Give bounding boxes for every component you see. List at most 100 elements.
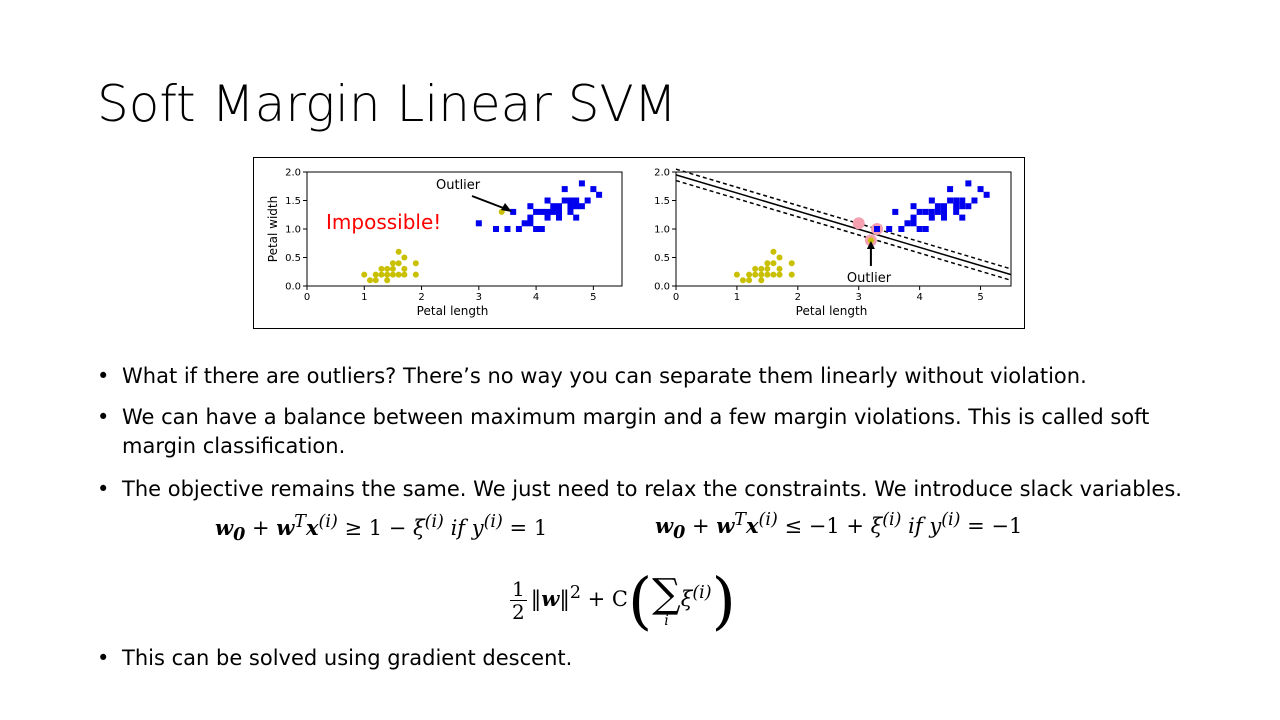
eq-xi-sup: (i) [882, 510, 902, 530]
eq-xi-sup: (i) [692, 583, 712, 603]
x-tick-label: 2 [418, 292, 424, 303]
data-point-square [892, 208, 899, 215]
x-tick-label: 0 [304, 292, 310, 303]
eq-y: y [929, 514, 942, 538]
data-point-square [561, 197, 568, 204]
data-point-circle [867, 237, 874, 244]
eq-rparen: ) [711, 564, 736, 637]
data-point-circle [395, 260, 402, 267]
eq-rhs: = −1 [960, 514, 1023, 538]
data-point-square [941, 208, 947, 215]
eq-x-sup: (i) [758, 510, 778, 530]
data-point-square [922, 208, 929, 215]
data-point-square [550, 203, 557, 210]
data-point-square [584, 197, 591, 204]
data-point-square [590, 186, 597, 193]
data-point-square [947, 197, 954, 204]
data-point-circle [764, 271, 771, 278]
eq-xi-sup: (i) [424, 512, 444, 532]
data-point-circle [758, 265, 765, 272]
data-point-square [596, 191, 603, 198]
data-point-square [527, 214, 534, 221]
data-point-square [521, 220, 528, 227]
eq-plus: + [245, 516, 277, 540]
data-point-circle [384, 277, 391, 284]
data-point-circle [746, 277, 753, 284]
data-point-square [475, 220, 482, 227]
data-point-circle [372, 271, 379, 278]
eq-w: w [716, 513, 735, 538]
data-point-circle [752, 265, 759, 272]
data-point-square [578, 203, 585, 210]
x-axis-label: Petal length [417, 304, 489, 318]
objective-function: 1 2 ‖w‖2 + C(∑ i ξ(i)) [510, 564, 736, 637]
data-point-circle [740, 277, 746, 284]
data-point-circle [412, 260, 419, 267]
data-point-square [510, 208, 517, 215]
data-point-square [527, 203, 534, 210]
outlier-label: Outlier [847, 271, 892, 286]
data-point-square [916, 208, 923, 215]
eq-xi: ξ [413, 516, 425, 540]
eq-x: x [745, 513, 759, 538]
data-point-circle [384, 271, 391, 278]
data-point-square [953, 208, 960, 215]
data-point-square [578, 180, 585, 187]
data-point-circle [401, 271, 408, 278]
outlier-arrow-head [501, 203, 512, 212]
y-tick-label: 1.0 [654, 225, 670, 236]
svm-figure: 0 1 2 3 4 5 0.0 0.5 1.0 1.5 2.0 Petal length Petal w… [253, 157, 1025, 329]
impossible-label: Impossible! [326, 210, 441, 234]
data-point-square [556, 208, 562, 215]
data-point-circle [389, 271, 396, 278]
y-tick-label: 1.5 [654, 196, 670, 207]
x-tick-label: 3 [856, 292, 862, 303]
data-point-circle [412, 271, 419, 278]
outlier-arrow-head [866, 241, 875, 249]
data-point-circle [372, 277, 379, 284]
y-tick-label: 1.0 [285, 225, 301, 236]
x-axis-label: Petal length [796, 304, 868, 318]
outlier-arrow [471, 195, 507, 210]
data-point-square [544, 197, 551, 204]
eq-y: y [471, 516, 484, 540]
x-tick-label: 2 [795, 292, 801, 303]
data-point-square [971, 197, 978, 204]
eq-x-sup: (i) [318, 512, 338, 532]
eq-sum-symbol: ∑ [652, 570, 681, 617]
data-point-circle [361, 271, 368, 278]
eq-square: 2 [569, 583, 581, 603]
eq-w0: w [215, 515, 234, 540]
data-point-square [538, 208, 545, 215]
x-tick-label: 5 [590, 292, 596, 303]
data-point-square [965, 180, 972, 187]
data-point-circle [776, 265, 783, 272]
data-point-square [959, 203, 966, 210]
data-point-circle [401, 254, 408, 261]
data-point-square [493, 226, 499, 232]
eq-rhs: = 1 [502, 516, 548, 540]
data-point-square [959, 214, 966, 221]
constraint-negative: w0 + wTx(i) ≤ −1 + ξ(i) if y(i) = −1 [655, 510, 1022, 543]
eq-y-sup: (i) [941, 510, 961, 530]
margin-line [675, 168, 1012, 270]
eq-xi: ξ [870, 514, 883, 538]
data-point-circle [389, 265, 396, 272]
data-point-circle [752, 271, 759, 278]
data-point-square [947, 186, 954, 193]
data-point-circle [764, 265, 771, 272]
x-tick-label: 1 [734, 292, 740, 303]
data-point-square [953, 203, 960, 210]
data-point-circle [401, 265, 408, 272]
data-point-square [904, 220, 911, 227]
data-point-square [573, 203, 580, 210]
data-point-square [941, 203, 947, 210]
data-point-square [916, 226, 923, 232]
y-tick-label: 2.0 [654, 168, 670, 179]
data-point-square [544, 208, 551, 215]
data-point-square [941, 214, 947, 221]
y-tick-label: 0.0 [285, 282, 301, 293]
bullet-dot: • [97, 646, 110, 670]
data-point-square [550, 208, 557, 215]
data-point-square [515, 226, 522, 232]
